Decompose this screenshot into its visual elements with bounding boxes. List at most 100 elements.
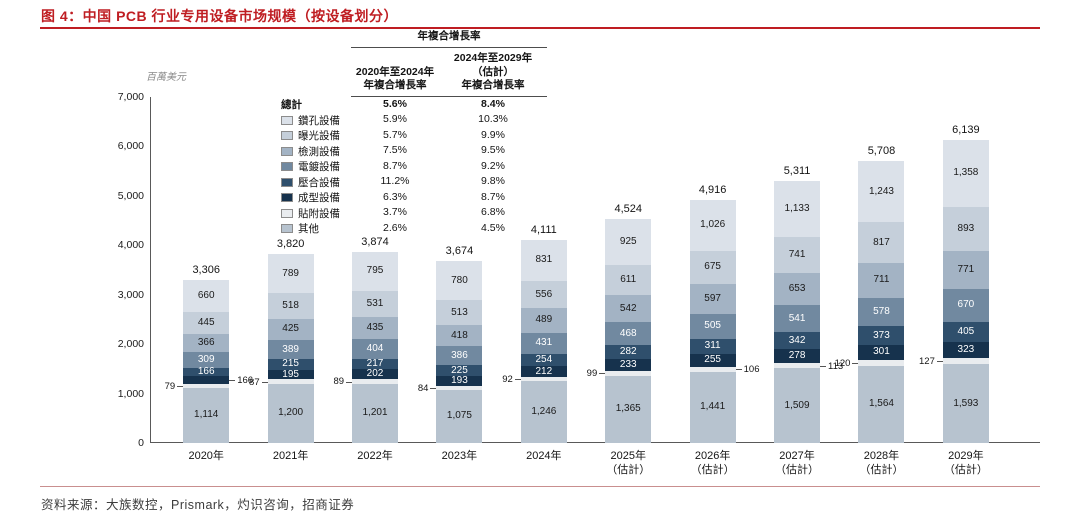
bar-segment: 611	[605, 265, 652, 296]
bar-segment: 531	[352, 290, 399, 318]
legend-swatch	[281, 115, 293, 125]
callout-value: 87	[249, 376, 260, 388]
bar-segment: 505	[689, 313, 736, 339]
x-axis-label: 2025年 （估計）	[586, 449, 670, 478]
cagr-legend-table: 年複合增長率 2020年至2024年 年複合增長率 2024年至2029年 （估…	[281, 26, 547, 236]
bar-column: 89 3,874 2022年 795 531 435 404 217 202 1,201	[333, 97, 417, 462]
bar-segment: 1,441	[689, 371, 736, 443]
figure-title: 图 4：中国 PCB 行业专用设备市场规模（按设备划分）	[41, 8, 399, 24]
y-axis-tick-label: 4,000	[117, 239, 144, 252]
leader-line	[852, 362, 859, 364]
bar-segment: 166	[183, 366, 230, 376]
x-axis-label-year: 2027年	[779, 450, 815, 462]
bar-segment: 323	[942, 342, 989, 358]
bar-segment: 675	[689, 250, 736, 285]
legend-item: 成型設備	[281, 190, 351, 206]
bar-segment	[858, 359, 905, 366]
x-axis-label-year: 2023年	[441, 450, 478, 462]
x-axis-label: 2024年	[502, 449, 586, 463]
bar-total-label: 3,820	[276, 238, 305, 251]
bar-segment: 831	[520, 239, 567, 281]
y-axis-tick-label: 7,000	[117, 91, 144, 103]
bar-segment: 193	[436, 376, 483, 386]
x-axis-label-year: 2024年	[526, 450, 562, 462]
x-axis-label: 2023年	[417, 449, 501, 463]
callout-value: 166	[237, 374, 254, 386]
y-axis-tick-label: 0	[138, 437, 144, 449]
bar-segment: 425	[267, 318, 314, 340]
bar-segment: 405	[942, 322, 989, 343]
segment-callout-label: 120	[835, 359, 859, 369]
callout-value: 79	[164, 381, 176, 392]
bar-segment: 195	[267, 369, 314, 380]
legend-swatch	[281, 193, 293, 203]
x-axis-label-year: 2022年	[357, 450, 393, 462]
bar-segment	[183, 375, 230, 385]
stacked-bar: 831 556 489 431 254 212 1,246	[520, 239, 567, 443]
bar-segment: 1,133	[774, 180, 821, 237]
source-note: 资料来源：大族数控，Prismark，灼识咨询，招商证券	[41, 498, 355, 512]
bar-segment: 660	[183, 279, 230, 313]
legend-swatch	[281, 177, 293, 187]
x-axis-label-note: （估計）	[690, 464, 735, 477]
cagr-col-header-2024-2029: 2024年至2029年 （估計） 年複合增長率	[439, 48, 547, 97]
y-axis-tick-label: 6,000	[117, 140, 144, 153]
bar-segment	[183, 384, 230, 388]
leader-line	[936, 361, 943, 363]
bar-column: 99 4,524 2025年 （估計） 925 611 542 468 282 233 1,365	[586, 97, 670, 476]
x-axis-label: 2029年 （估計）	[924, 449, 1008, 478]
bar-segment: 597	[689, 284, 736, 314]
legend-label: 壓合設備	[298, 176, 340, 189]
x-axis-label: 2021年	[248, 449, 332, 463]
segment-callout-label: 89	[333, 377, 353, 387]
cagr-2024-2029-value: 6.8%	[481, 206, 505, 219]
cagr-col-header-2020-2024: 2020年至2024年 年複合增長率	[351, 62, 439, 97]
stacked-bar: 780 513 418 386 225 193 1,075	[436, 261, 483, 443]
leader-line	[599, 373, 606, 375]
callout-value: 127	[919, 356, 935, 368]
legend-item: 電鍍設備	[281, 159, 351, 175]
leader-line	[261, 381, 268, 383]
cagr-2024-2029-value: 8.7%	[481, 190, 505, 203]
bar-segment	[942, 358, 989, 365]
segment-callout-label: 87	[249, 376, 268, 388]
legend-swatch	[281, 224, 293, 234]
y-axis-tick-label: 5,000	[117, 189, 144, 202]
callout-value: 84	[417, 382, 429, 394]
bar-total-label: 3,874	[361, 235, 389, 248]
legend-item: 檢測設備	[281, 143, 351, 159]
legend-label: 其他	[298, 223, 319, 236]
leader-line	[430, 388, 437, 390]
bar-segment: 217	[352, 359, 399, 370]
bar-segment	[352, 379, 399, 384]
stacked-bar: 660 445 366 309 166 1,114	[183, 279, 230, 443]
bar-segment: 311	[689, 338, 736, 354]
legend-label: 成型設備	[298, 192, 340, 205]
bar-segment: 389	[267, 339, 314, 360]
legend-label: 鑽孔設備	[298, 114, 340, 127]
bar-segment: 468	[605, 322, 652, 346]
bar-total-label: 3,306	[192, 263, 220, 276]
bar-segment: 445	[183, 312, 230, 335]
cagr-2024-2029-value: 9.9%	[481, 128, 505, 141]
bar-segment: 1,200	[267, 383, 314, 443]
bar-segment: 342	[774, 332, 821, 350]
cagr-col-header-line: 年複合增長率	[461, 79, 525, 92]
x-axis-label-note: （估計）	[859, 464, 904, 477]
cagr-2020-2024-value: 2.6%	[383, 221, 407, 234]
bar-segment: 817	[858, 222, 905, 263]
bar-segment: 278	[774, 349, 821, 363]
leader-line	[735, 369, 742, 371]
bars-area: 166 79 3,306 2020年 660 445 366 309 166 1,114 87 3,8…	[150, 97, 1040, 476]
bar-segment	[605, 370, 652, 376]
bar-column: 87 3,820 2021年 789 518 425 389 215 195 1,200	[248, 97, 332, 462]
title-divider	[40, 27, 1040, 29]
legend-item: 曝光設備	[281, 128, 351, 144]
bar-total-label: 4,524	[614, 203, 642, 216]
bar-total-label: 5,708	[867, 144, 896, 157]
stacked-bar: 789 518 425 389 215 195 1,200	[267, 254, 314, 443]
bar-segment: 1,075	[436, 389, 483, 443]
cagr-2024-2029-value: 4.5%	[481, 221, 505, 234]
callout-value: 92	[502, 374, 513, 386]
